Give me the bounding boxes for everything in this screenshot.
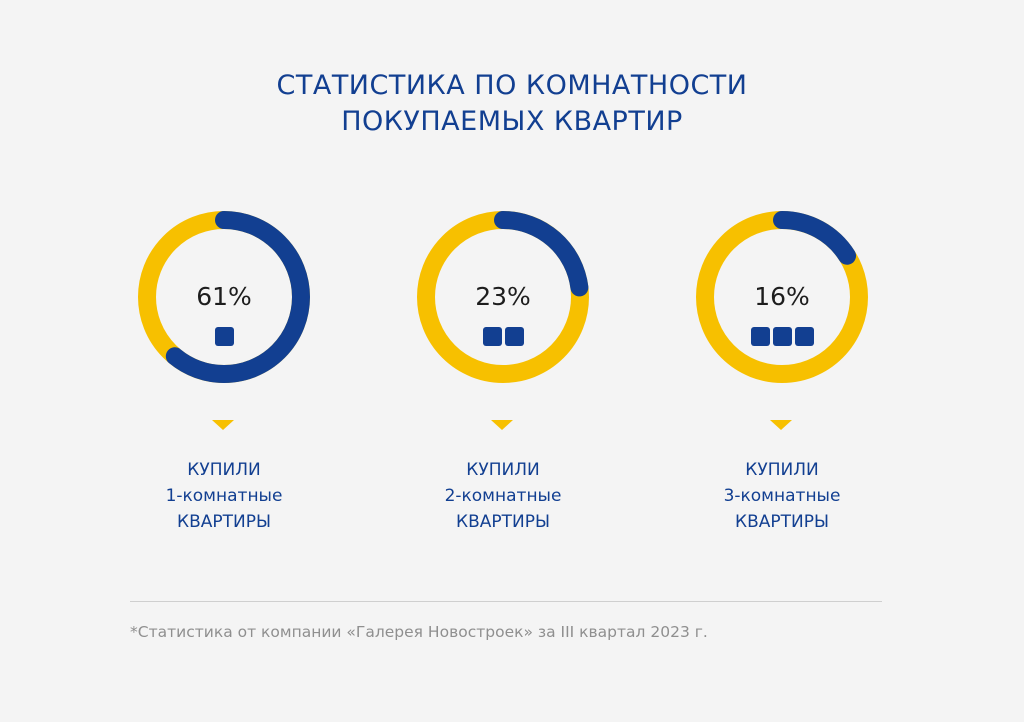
footnote-divider [130,601,882,602]
room-block-icon [482,327,502,346]
caption-line: 2-комнатные [444,486,562,506]
triangle-down-icon [491,420,513,430]
stat-item-1-room: 61% КУПИЛИ 1-комнатные КВАРТИРЫ [134,207,314,537]
caption-line: КВАРТИРЫ [456,512,550,532]
title-line-2: ПОКУПАЕМЫХ КВАРТИР [341,106,683,137]
room-block-icon [750,327,770,346]
caption-line: КВАРТИРЫ [735,512,829,532]
caption-line: 3-комнатные [723,486,841,506]
caption-line: КУПИЛИ [466,460,540,480]
page-title: СТАТИСТИКА ПО КОМНАТНОСТИ ПОКУПАЕМЫХ КВА… [0,68,1024,140]
donut-value-arc [417,211,589,383]
room-count-icon [134,327,314,346]
triangle-down-icon [770,420,792,430]
percent-value: 61% [196,282,252,311]
room-count-icon [413,327,593,346]
room-block-icon [794,327,814,346]
room-count-icon [692,327,872,346]
footnote: *Статистика от компании «Галерея Новостр… [130,623,708,641]
caption-line: КВАРТИРЫ [177,512,271,532]
caption-line: КУПИЛИ [187,460,261,480]
caption-line: КУПИЛИ [745,460,819,480]
room-block-icon [504,327,524,346]
stat-caption: КУПИЛИ 1-комнатные КВАРТИРЫ [114,457,334,535]
percent-value: 16% [754,282,810,311]
stat-caption: КУПИЛИ 3-комнатные КВАРТИРЫ [672,457,892,535]
stat-item-3-room: 16% КУПИЛИ 3-комнатные КВАРТИРЫ [692,207,872,537]
percent-value: 23% [475,282,531,311]
title-line-1: СТАТИСТИКА ПО КОМНАТНОСТИ [276,70,748,101]
stat-caption: КУПИЛИ 2-комнатные КВАРТИРЫ [393,457,613,535]
donut-1-room [138,211,310,383]
donut-3-room [696,211,868,383]
triangle-down-icon [212,420,234,430]
donut-value-arc [696,211,868,383]
caption-line: 1-комнатные [165,486,283,506]
room-block-icon [772,327,792,346]
room-block-icon [214,327,234,346]
stat-item-2-room: 23% КУПИЛИ 2-комнатные КВАРТИРЫ [413,207,593,537]
donut-value-arc [138,211,310,383]
donut-2-room [417,211,589,383]
